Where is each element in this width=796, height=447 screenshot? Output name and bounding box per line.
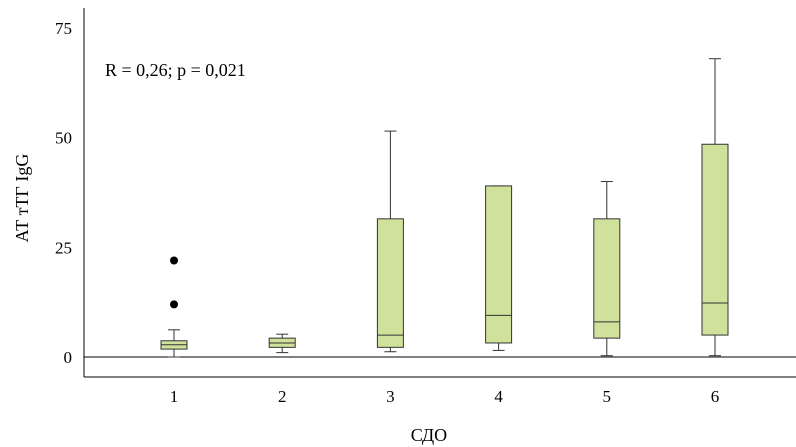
box-group-4	[485, 185, 513, 351]
x-tick-label: 1	[170, 387, 179, 406]
y-axis-title: АТ тТГ IgG	[12, 154, 32, 243]
annotation-text: R = 0,26; p = 0,021	[105, 60, 246, 80]
x-axis-title: СДО	[411, 425, 447, 445]
axes	[83, 8, 796, 378]
outlier-point	[170, 300, 178, 309]
box-iqr	[593, 218, 621, 339]
x-tick-label: 6	[711, 387, 720, 406]
x-tick-labels: 1 2 3 4 5 6	[170, 387, 720, 406]
y-tick-label: 0	[64, 348, 73, 367]
y-tick-labels: 0 25 50 75	[55, 19, 72, 367]
x-tick-label: 5	[603, 387, 612, 406]
x-tick-label: 4	[494, 387, 503, 406]
box-group-2	[268, 333, 296, 354]
box-group-1	[160, 256, 188, 358]
y-tick-label: 25	[55, 238, 72, 257]
box-iqr	[376, 218, 404, 348]
boxes	[160, 58, 729, 358]
box-iqr	[485, 185, 513, 344]
box-group-3	[376, 130, 404, 353]
outlier-point	[170, 256, 178, 265]
box-group-5	[593, 181, 621, 357]
y-tick-label: 50	[55, 129, 72, 148]
x-tick-label: 3	[386, 387, 395, 406]
box-group-6	[701, 58, 729, 357]
y-tick-label: 75	[55, 19, 72, 38]
box-iqr	[701, 143, 729, 336]
x-tick-label: 2	[278, 387, 287, 406]
